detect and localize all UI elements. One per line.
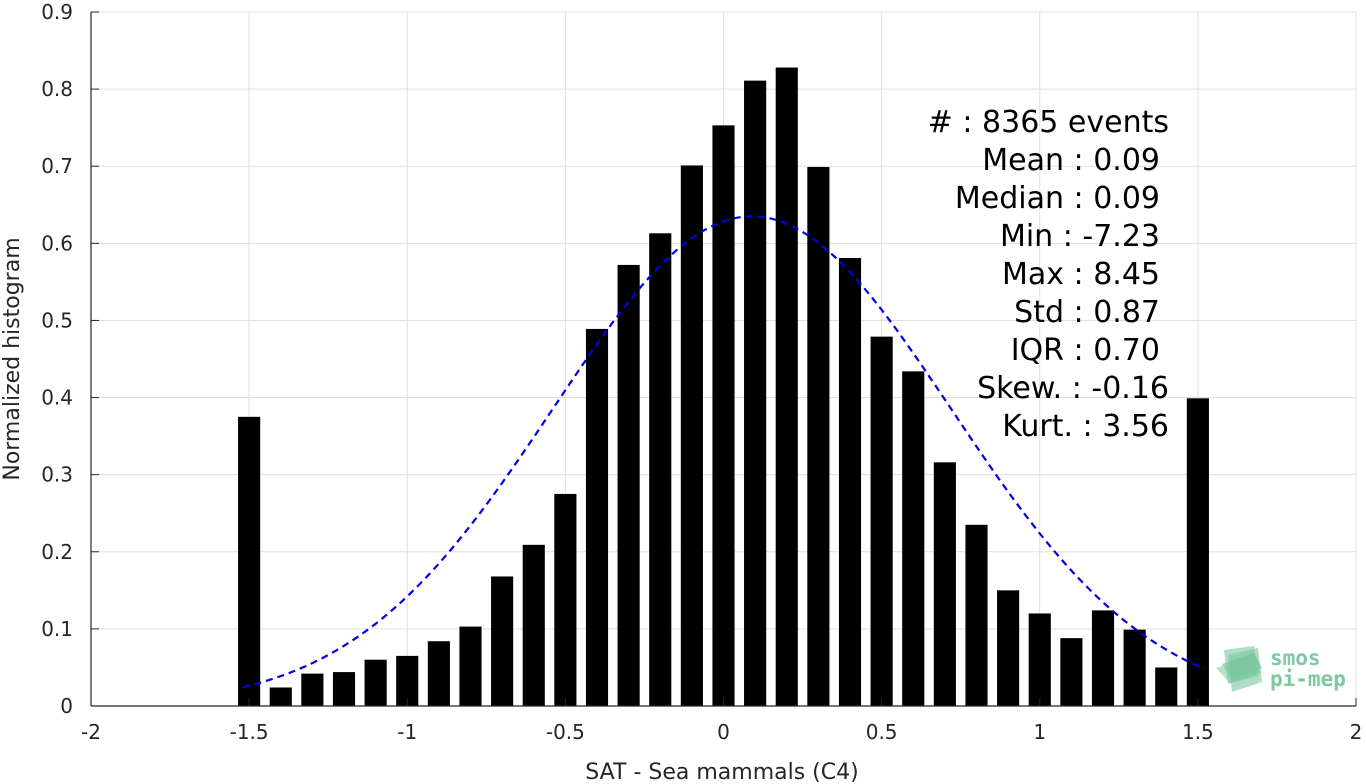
stat-line: Skew. : -0.16: [977, 371, 1169, 406]
smos-pi-mep-logo: smos pi-mep: [1216, 646, 1346, 692]
histogram-bar: [902, 371, 925, 706]
histogram-bar: [238, 416, 261, 706]
x-tick-label: 0.5: [866, 720, 898, 744]
histogram-bar: [712, 125, 735, 706]
histogram-bar: [396, 655, 419, 706]
x-tick-label: 1.5: [1182, 720, 1214, 744]
stat-line: Median : 0.09: [955, 181, 1160, 216]
logo-layers-icon: [1216, 646, 1262, 692]
histogram-bar: [1123, 629, 1146, 706]
stat-line: Kurt. : 3.56: [1002, 409, 1169, 444]
y-tick-label: 0.9: [41, 0, 73, 24]
y-tick-label: 0.1: [41, 617, 73, 641]
histogram-bar: [807, 166, 830, 706]
axes: [90, 11, 1357, 707]
histogram-bar: [649, 233, 672, 706]
histogram-bar: [1091, 610, 1115, 706]
stat-line: Std : 0.87: [1014, 295, 1160, 330]
y-tick-label: 0.5: [41, 308, 73, 332]
histogram-bar: [554, 493, 577, 706]
y-tick-label: 0: [60, 694, 73, 718]
histogram-bar: [427, 641, 450, 706]
histogram-bar: [1186, 398, 1209, 706]
histogram-bar: [585, 328, 609, 706]
histogram-bar: [680, 165, 703, 706]
y-tick-label: 0.2: [41, 540, 73, 564]
histogram-bar: [1028, 613, 1051, 706]
stat-line: IQR : 0.70: [1011, 333, 1160, 368]
histogram-bar: [459, 626, 482, 706]
histogram-bar: [838, 257, 862, 706]
x-tick-label: -1: [397, 720, 417, 744]
histogram-bar: [775, 67, 798, 706]
stat-line: Mean : 0.09: [982, 143, 1160, 178]
y-tick-label: 0.6: [41, 231, 73, 255]
y-tick-label: 0.3: [41, 463, 73, 487]
histogram-bar: [933, 462, 956, 706]
gaussian-fit: [242, 215, 1205, 689]
x-tick-label: -2: [81, 720, 101, 744]
y-tick-label: 0.7: [41, 154, 73, 178]
histogram-bar: [301, 673, 324, 706]
tick-labels: -2 -1.5 -1 -0.5 0 0.5 1 1.5 2 0 0.1 0.2 0.3 0.4 0.5 0.6…: [41, 0, 1362, 744]
fit-curve-line: [242, 215, 1205, 689]
histogram-bar: [965, 524, 988, 706]
histogram-bar: [1060, 638, 1083, 706]
x-tick-label: 1: [1033, 720, 1046, 744]
x-axis-label: SAT - Sea mammals (C4): [585, 760, 858, 784]
histogram-bar: [617, 264, 640, 706]
stat-line: # : 8365 events: [928, 105, 1169, 140]
x-tick-label: 0: [717, 720, 730, 744]
logo-text-pi-mep: pi-mep: [1270, 667, 1346, 691]
x-tick-label: -1.5: [230, 720, 269, 744]
logo-text-smos: smos: [1270, 646, 1321, 670]
histogram-bar: [744, 80, 767, 706]
histogram-bar: [332, 672, 356, 706]
stat-line: Min : -7.23: [1000, 219, 1160, 254]
x-tick-label: -0.5: [546, 720, 585, 744]
y-axis-label: Normalized histogram: [0, 237, 25, 480]
y-tick-label: 0.8: [41, 77, 73, 101]
histogram-bar: [364, 659, 387, 706]
histogram-bar: [522, 544, 545, 706]
histogram-bar: [269, 687, 292, 706]
histogram-bar: [997, 590, 1020, 706]
histogram-bar: [1155, 667, 1178, 706]
histogram-bar: [491, 576, 514, 706]
histogram-bar: [870, 336, 893, 706]
stat-line: Max : 8.45: [1002, 257, 1160, 292]
y-tick-label: 0.4: [41, 386, 73, 410]
x-tick-label: 2: [1350, 720, 1363, 744]
histogram-bars: [238, 67, 1209, 706]
